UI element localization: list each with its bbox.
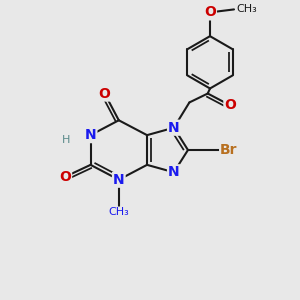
Text: O: O	[224, 98, 236, 112]
Text: N: N	[168, 121, 180, 135]
Text: CH₃: CH₃	[236, 4, 257, 14]
Text: O: O	[59, 170, 71, 184]
Text: N: N	[85, 128, 96, 142]
Text: O: O	[204, 5, 216, 20]
Text: Br: Br	[220, 143, 238, 157]
Text: CH₃: CH₃	[108, 207, 129, 218]
Text: N: N	[113, 173, 124, 187]
Text: N: N	[168, 165, 180, 179]
Text: H: H	[62, 135, 71, 145]
Text: O: O	[99, 86, 111, 100]
